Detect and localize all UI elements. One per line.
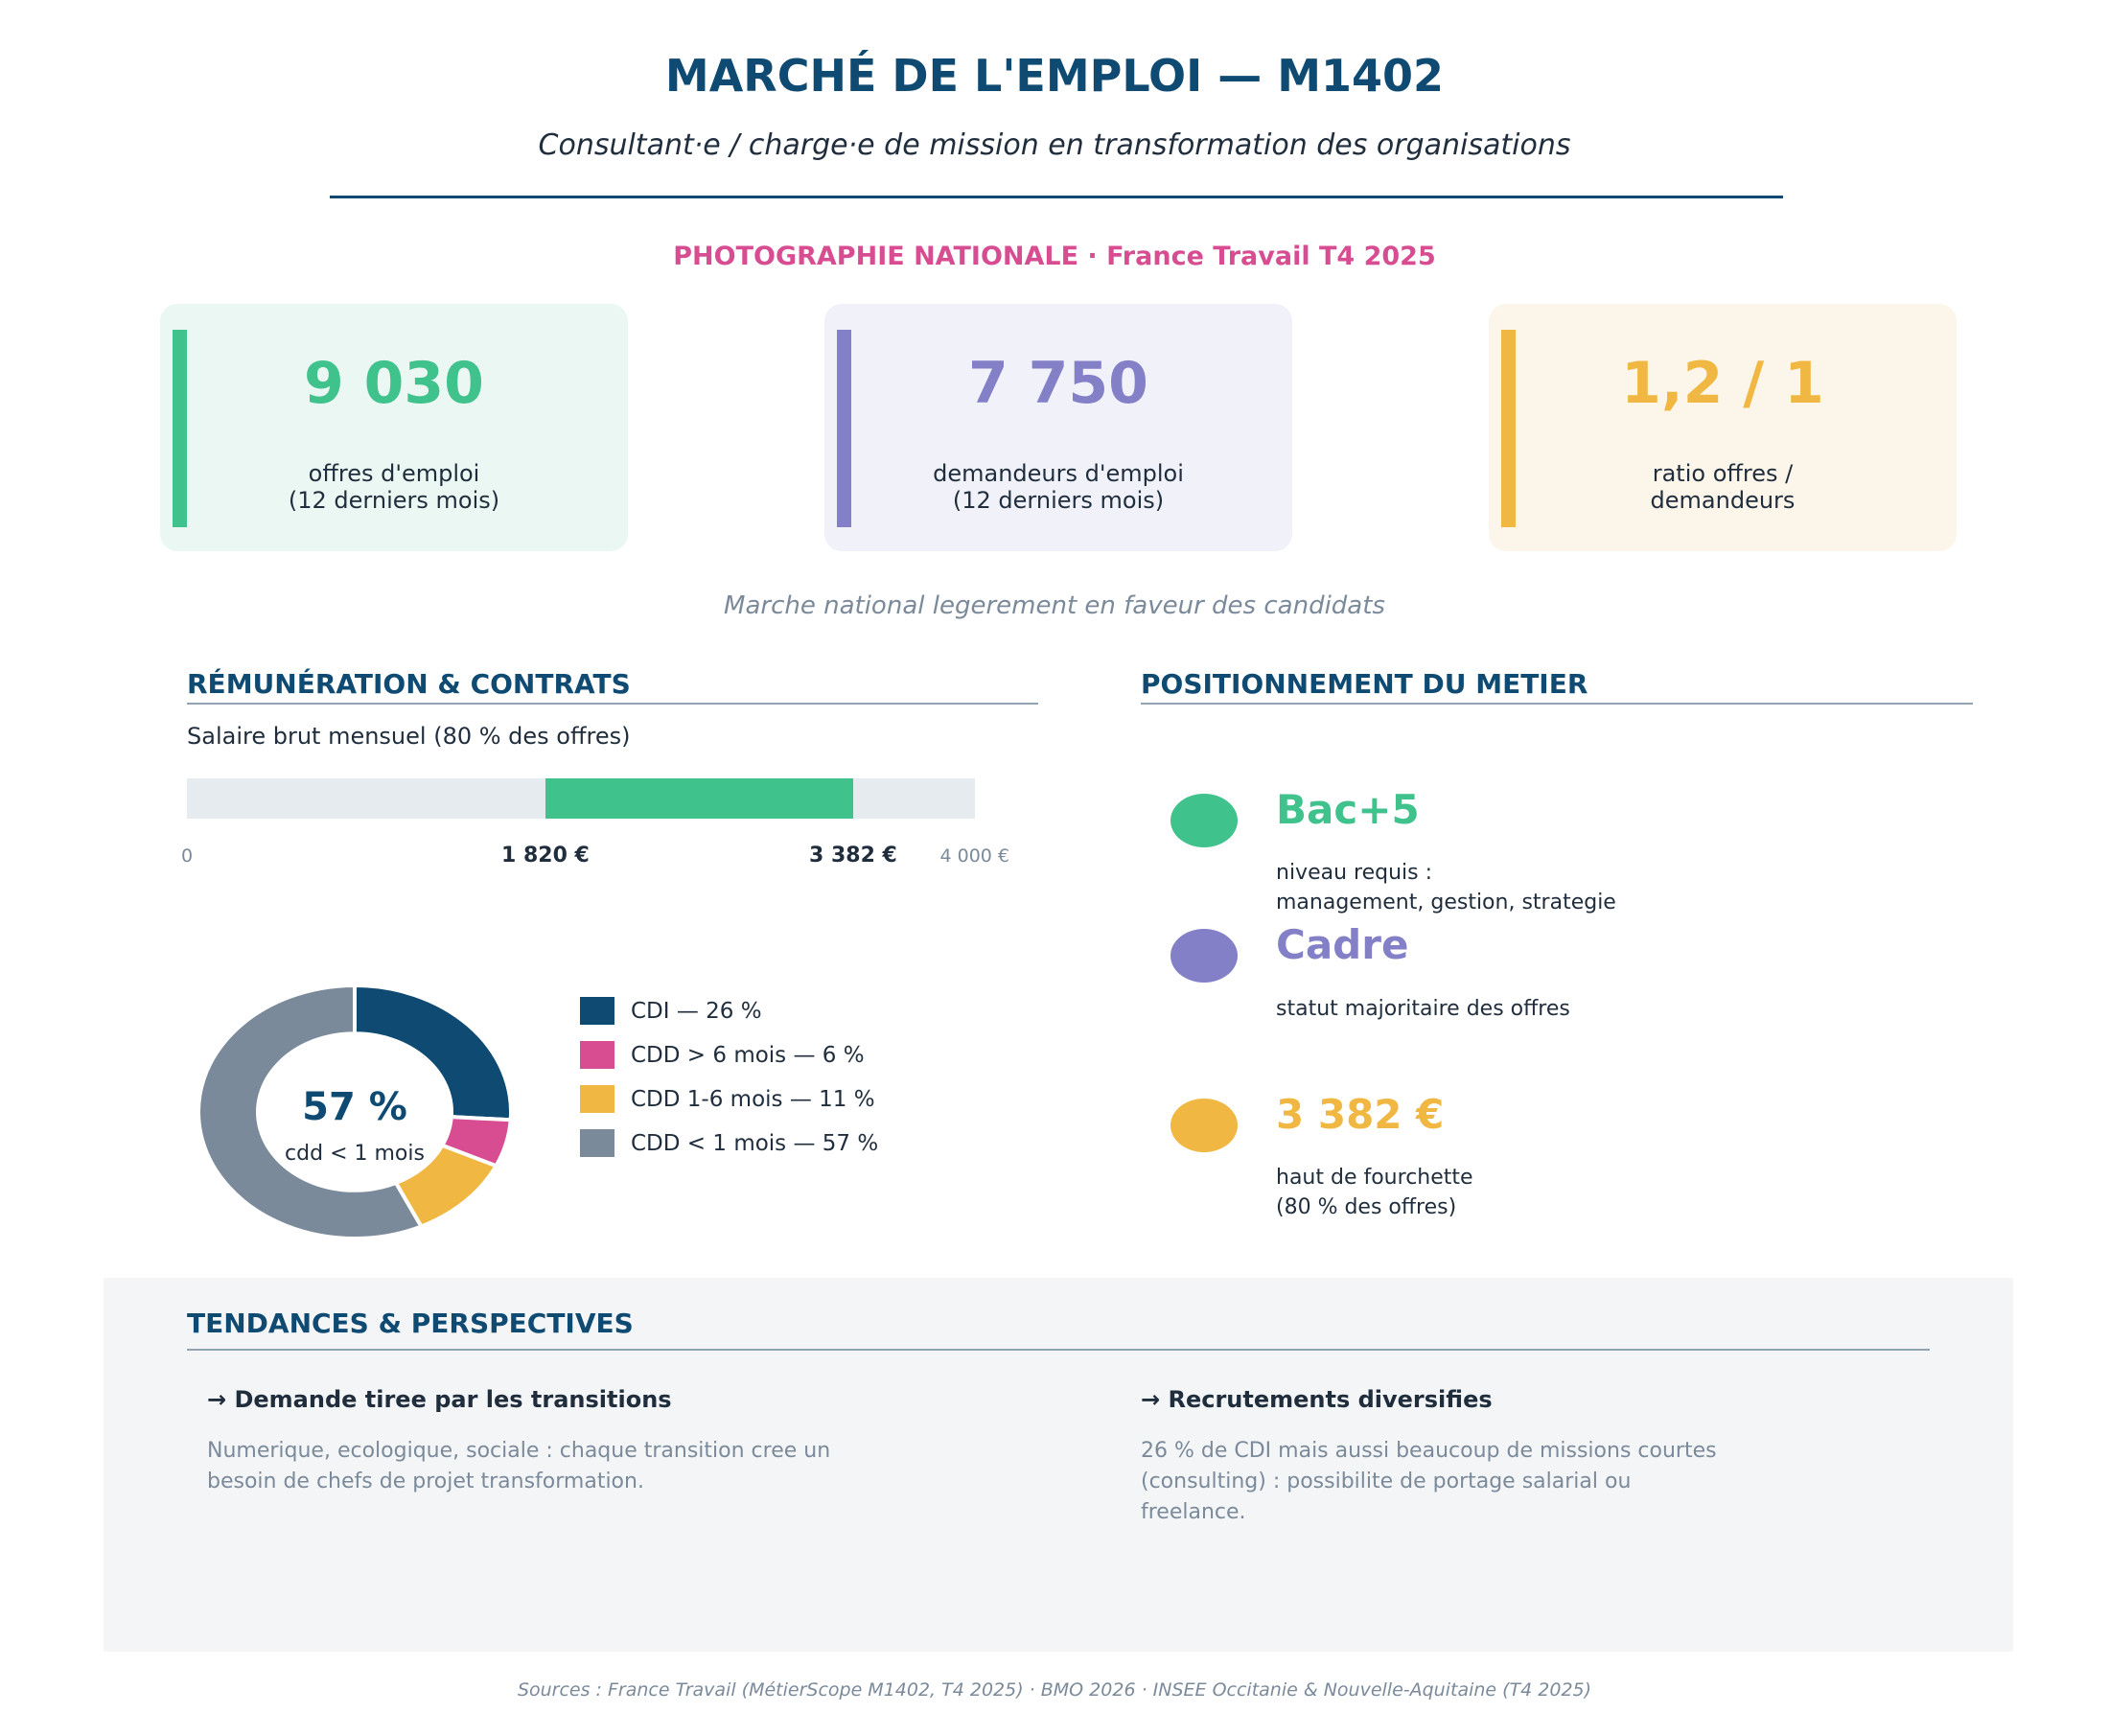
kpi-label: demandeurs d'emploi (12 derniers mois)	[824, 460, 1292, 514]
section-divider	[187, 1349, 1930, 1351]
positionnement-desc-line: management, gestion, strategie	[1276, 891, 1616, 914]
kpi-label-line: demandeurs d'emploi	[933, 460, 1184, 487]
page-subtitle: Consultant·e / charge·e de mission en tr…	[538, 128, 1571, 162]
legend-swatch	[580, 1041, 614, 1069]
salary-tick-scale-max: 4 000 €	[939, 845, 1010, 867]
kpi-label: offres d'emploi (12 derniers mois)	[160, 460, 628, 514]
positionnement-value: Cadre	[1276, 921, 1409, 968]
positionnement-desc-line: (80 % des offres)	[1276, 1195, 1457, 1219]
donut-center-label: cdd < 1 mois	[285, 1142, 425, 1166]
kpi-card-demandeurs: 7 750 demandeurs d'emploi (12 derniers m…	[824, 304, 1292, 551]
section-divider	[187, 703, 1038, 705]
positionnement-value: 3 382 €	[1276, 1091, 1445, 1138]
kpi-card-offres: 9 030 offres d'emploi (12 derniers mois)	[160, 304, 628, 551]
kpi-card-ratio: 1,2 / 1 ratio offres / demandeurs	[1489, 304, 1957, 551]
section-label: PHOTOGRAPHIE NATIONALE · France Travail …	[673, 242, 1436, 271]
positionnement-desc-line: haut de fourchette	[1276, 1166, 1473, 1190]
positionnement-value: Bac+5	[1276, 786, 1420, 833]
trend-text-line: freelance.	[1141, 1500, 1246, 1524]
kpi-value: 9 030	[304, 350, 484, 417]
market-note: Marche national legerement en faveur des…	[724, 591, 1385, 620]
kpi-label-line: (12 derniers mois)	[952, 487, 1165, 514]
salary-tick-zero: 0	[181, 845, 194, 867]
kpi-label: ratio offres / demandeurs	[1489, 460, 1957, 514]
legend-swatch	[580, 1085, 614, 1113]
section-divider	[1141, 703, 1973, 705]
donut-slice-cdi	[353, 983, 513, 1123]
trend-text-line: Numerique, ecologique, sociale : chaque …	[207, 1439, 831, 1463]
trend-heading: → Recrutements diversifies	[1141, 1386, 1493, 1413]
section-title-tendances: TENDANCES & PERSPECTIVES	[187, 1308, 634, 1339]
trends-panel	[104, 1278, 2013, 1652]
title-divider	[330, 196, 1783, 198]
salary-label: Salaire brut mensuel (80 % des offres)	[187, 723, 631, 750]
sources-footer: Sources : France Travail (MétierScope M1…	[517, 1679, 1592, 1701]
trend-text-line: (consulting) : possibilite de portage sa…	[1141, 1470, 1632, 1493]
trend-text: Numerique, ecologique, sociale : chaque …	[207, 1436, 830, 1497]
salary-tick-min: 1 820 €	[501, 844, 590, 868]
kpi-label-line: demandeurs	[1650, 487, 1796, 514]
salary-range-bar	[187, 778, 975, 819]
positionnement-dot	[1170, 794, 1238, 847]
legend-label: CDI — 26 %	[631, 999, 762, 1024]
kpi-label-line: ratio offres /	[1652, 460, 1794, 487]
legend-label: CDD < 1 mois — 57 %	[631, 1131, 879, 1156]
kpi-accent-bar	[173, 330, 187, 527]
legend-label: CDD 1-6 mois — 11 %	[631, 1087, 875, 1112]
donut-center-value: 57 %	[302, 1085, 407, 1129]
page-title: MARCHÉ DE L'EMPLOI — M1402	[664, 50, 1445, 102]
section-title-positionnement: POSITIONNEMENT DU METIER	[1141, 668, 1588, 700]
kpi-label-line: (12 derniers mois)	[288, 487, 500, 514]
legend-label: CDD > 6 mois — 6 %	[631, 1043, 865, 1068]
positionnement-desc: haut de fourchette (80 % des offres)	[1276, 1163, 1473, 1222]
trend-text-line: 26 % de CDI mais aussi beaucoup de missi…	[1141, 1439, 1717, 1463]
trend-text: 26 % de CDI mais aussi beaucoup de missi…	[1141, 1436, 1717, 1528]
positionnement-dot	[1170, 1099, 1238, 1152]
kpi-label-line: offres d'emploi	[308, 460, 480, 487]
legend-swatch	[580, 1129, 614, 1157]
positionnement-desc-line: niveau requis :	[1276, 861, 1433, 885]
salary-tick-max: 3 382 €	[809, 844, 897, 868]
positionnement-desc: niveau requis : management, gestion, str…	[1276, 858, 1616, 917]
trend-text-line: besoin de chefs de projet transformation…	[207, 1470, 644, 1493]
kpi-value: 7 750	[968, 350, 1148, 417]
kpi-accent-bar	[837, 330, 851, 527]
positionnement-dot	[1170, 929, 1238, 983]
kpi-accent-bar	[1501, 330, 1516, 527]
positionnement-desc: statut majoritaire des offres	[1276, 994, 1570, 1024]
trend-heading: → Demande tiree par les transitions	[207, 1386, 672, 1413]
legend-swatch	[580, 997, 614, 1025]
positionnement-desc-line: statut majoritaire des offres	[1276, 997, 1570, 1021]
donut-slice-cdd-short	[197, 983, 425, 1241]
salary-range-fill	[545, 778, 853, 819]
section-title-remuneration: RÉMUNÉRATION & CONTRATS	[187, 668, 631, 700]
contract-donut-chart: 57 % cdd < 1 mois	[197, 983, 513, 1241]
kpi-value: 1,2 / 1	[1621, 350, 1824, 417]
